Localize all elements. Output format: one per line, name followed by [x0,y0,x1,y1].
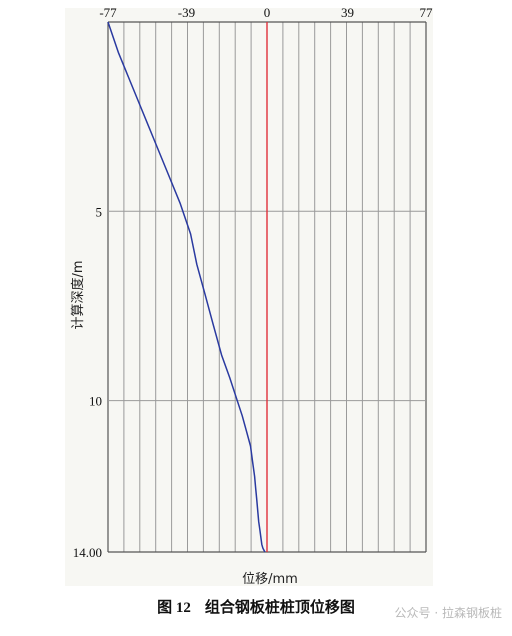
y-tick-label: 10 [89,394,102,409]
y-tick-label: 5 [96,204,103,219]
chart: -77 -39 0 39 77 5 10 14.00 位移/mm 计算深度/m [70,5,433,587]
watermark: 公众号 · 拉森钢板桩 [394,606,502,620]
figure-number: 图 12 [157,600,191,616]
figure-caption: 图 12 组合钢板桩桩顶位移图 [0,596,512,617]
y-tick-label: 14.00 [73,545,102,560]
x-tick-label: 77 [420,5,434,20]
series-group [107,21,266,553]
x-axis-label: 位移/mm [242,572,298,587]
chart-panel [65,8,433,586]
x-tick-label: 39 [341,5,354,20]
x-tick-label: 0 [264,5,271,20]
y-tick-labels: 5 10 14.00 [73,204,102,560]
displacement-series-line [107,21,266,553]
y-axis-label: 计算深度/m [70,260,86,329]
x-tick-label: -39 [178,5,195,20]
figure-title: 组合钢板桩桩顶位移图 [204,598,355,616]
x-tick-labels: -77 -39 0 39 77 [99,5,433,20]
x-tick-label: -77 [99,5,117,20]
